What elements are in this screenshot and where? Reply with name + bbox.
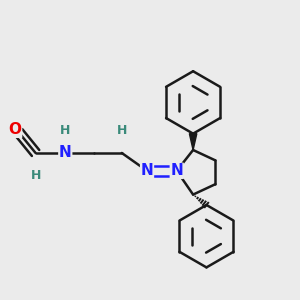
Text: N: N (141, 163, 153, 178)
Polygon shape (189, 134, 197, 150)
Text: H: H (30, 169, 41, 182)
Text: N: N (59, 146, 72, 160)
Text: H: H (117, 124, 127, 137)
Text: H: H (60, 124, 70, 137)
Text: O: O (9, 122, 22, 137)
Text: N: N (170, 163, 183, 178)
